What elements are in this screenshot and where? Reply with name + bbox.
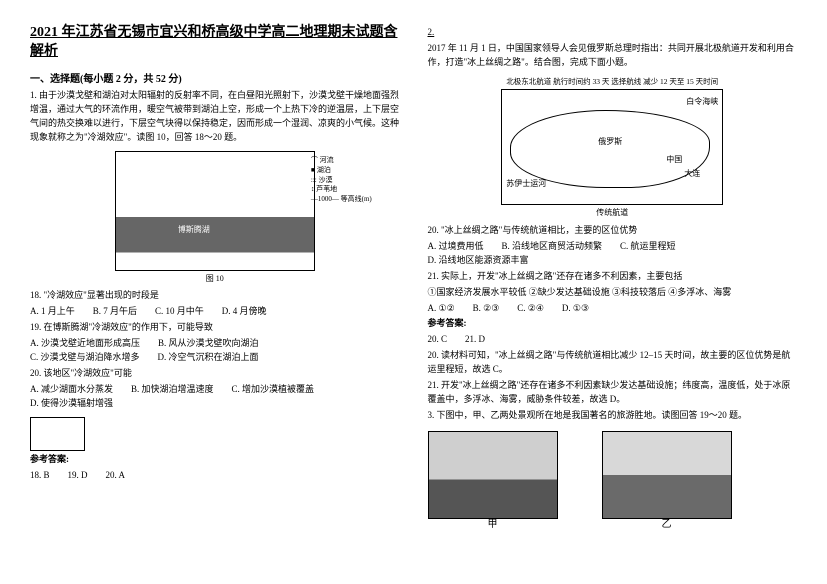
legend-item: ↕ 芦苇地	[311, 185, 372, 195]
q20-options: A. 减少湖面水分蒸发 B. 加快湖泊增温速度 C. 增加沙漠植被覆盖 D. 使…	[30, 383, 400, 411]
opt: D. 使得沙漠辐射增强	[30, 397, 113, 411]
map-legend: ⌒ 河流 ■ 湖泊 ::: 沙漠 ↕ 芦苇地 —1000— 等高线(m)	[311, 156, 372, 205]
answer-label: 参考答案:	[30, 453, 400, 467]
opt: D. ①③	[562, 302, 589, 316]
q18-options: A. 1 月上午 B. 7 月午后 C. 10 月中午 D. 4 月傍晚	[30, 305, 400, 319]
q2-intro: 2017 年 11 月 1 日，中国国家领导人会见俄罗斯总理时指出：共同开展北极…	[428, 42, 798, 70]
map2-top-text: 北极东北航道 航行时间约 33 天 选择航线 减少 12 天至 15 天时间	[506, 76, 718, 88]
opt: B. 沿线地区商贸活动频繁	[502, 240, 603, 254]
blank-box	[30, 417, 85, 451]
q21: 21. 实际上，开发"冰上丝绸之路"还存在诸多不利因素，主要包括	[428, 270, 798, 284]
answers-1: 18. B 19. D 20. A	[30, 469, 400, 483]
opt: B. 7 月午后	[93, 305, 137, 319]
opt: B. 加快湖泊增温速度	[131, 383, 214, 397]
label-china: 中国	[666, 154, 682, 166]
opt: D. 4 月傍晚	[222, 305, 267, 319]
figure-arctic: 北极东北航道 航行时间约 33 天 选择航线 减少 12 天至 15 天时间 白…	[428, 76, 798, 220]
answer-label-2: 参考答案:	[428, 317, 798, 331]
opt: A. 减少湖面水分蒸发	[30, 383, 113, 397]
q2-number: 2.	[428, 26, 798, 40]
figure-caption: 图 10	[206, 273, 224, 285]
explain-21: 21. 开发"冰上丝绸之路"还存在诸多不利因素缺少发达基础设施；纬度高，温度低，…	[428, 379, 798, 407]
map2-caption: 传统航道	[596, 207, 628, 219]
map-bositeng: ⌒ 河流 ■ 湖泊 ::: 沙漠 ↕ 芦苇地 —1000— 等高线(m)	[115, 151, 315, 271]
opt: C. 增加沙漠植被覆盖	[232, 383, 315, 397]
q20: 20. 该地区"冷湖效应"可能	[30, 367, 400, 381]
photo-label-yi: 乙	[662, 517, 672, 533]
explain-20: 20. 读材料可知，"冰上丝绸之路"与传统航道相比减少 12–15 天时间，故主…	[428, 349, 798, 377]
label-bering: 白令海峡	[686, 96, 718, 108]
legend-item: —1000— 等高线(m)	[311, 195, 372, 205]
photo-row: 甲 乙	[428, 431, 798, 519]
page-title: 2021 年江苏省无锡市宜兴和桥高级中学高二地理期末试题含解析	[30, 24, 400, 62]
photo-jia: 甲	[428, 431, 558, 519]
photo-yi: 乙	[602, 431, 732, 519]
q18: 18. "冷湖效应"显著出现的时段是	[30, 289, 400, 303]
opt: A. ①②	[428, 302, 455, 316]
q20b: 20. "冰上丝绸之路"与传统航道相比，主要的区位优势	[428, 224, 798, 238]
answers-2: 20. C 21. D	[428, 333, 798, 347]
legend-item: ::: 沙漠	[311, 176, 372, 186]
section-heading: 一、选择题(每小题 2 分，共 52 分)	[30, 72, 400, 88]
q3: 3. 下图中，甲、乙两处景观所在地是我国著名的旅游胜地。读图回答 19～20 题…	[428, 409, 798, 423]
opt: C. 航运里程短	[620, 240, 676, 254]
label-russia: 俄罗斯	[598, 136, 622, 148]
opt: B. ②③	[473, 302, 500, 316]
opt: A. 过境费用低	[428, 240, 484, 254]
label-dalian: 大连	[684, 168, 700, 180]
legend-item: ⌒ 河流	[311, 156, 372, 166]
figure-10: ⌒ 河流 ■ 湖泊 ::: 沙漠 ↕ 芦苇地 —1000— 等高线(m) 图 1…	[30, 151, 400, 285]
label-suez: 苏伊士运河	[506, 178, 546, 190]
q20b-options: A. 过境费用低 B. 沿线地区商贸活动频繁 C. 航运里程短 D. 沿线地区能…	[428, 240, 798, 268]
map-arctic-route: 白令海峡 俄罗斯 中国 大连 苏伊士运河	[501, 89, 723, 205]
legend-item: ■ 湖泊	[311, 166, 372, 176]
opt: A. 1 月上午	[30, 305, 75, 319]
photo-label-jia: 甲	[488, 517, 498, 533]
opt: D. 沿线地区能源资源丰富	[428, 254, 529, 268]
opt: C. 沙漠戈壁与湖泊降水增多	[30, 351, 140, 365]
q19: 19. 在博斯腾湖"冷湖效应"的作用下，可能导致	[30, 321, 400, 335]
opt: C. ②④	[517, 302, 544, 316]
opt: A. 沙漠戈壁近地面形成高压	[30, 337, 140, 351]
opt: D. 冷空气沉积在湖泊上面	[158, 351, 259, 365]
q21-items: ①国家经济发展水平较低 ②缺少发达基础设施 ③科技较落后 ④多浮冰、海雾	[428, 286, 798, 300]
q1-intro: 1. 由于沙漠戈壁和湖泊对太阳辐射的反射率不同，在白昼阳光照射下，沙漠戈壁干燥地…	[30, 89, 400, 145]
q21-options: A. ①② B. ②③ C. ②④ D. ①③	[428, 302, 798, 316]
opt: C. 10 月中午	[155, 305, 204, 319]
q19-options: A. 沙漠戈壁近地面形成高压 B. 风从沙漠戈壁吹向湖泊 C. 沙漠戈壁与湖泊降…	[30, 337, 400, 365]
opt: B. 风从沙漠戈壁吹向湖泊	[158, 337, 259, 351]
